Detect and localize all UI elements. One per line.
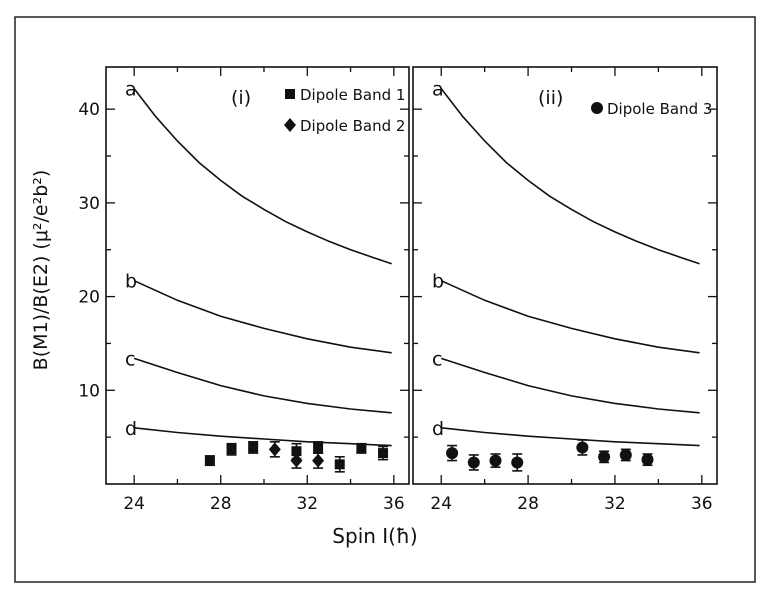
data-point: [576, 441, 589, 454]
data-point: [467, 456, 480, 469]
legend-marker: [284, 118, 296, 132]
panel-i: 24 28 32 36 10 20 30 40 (i) a b c d Dipole Band 1 Dipo…: [78, 66, 410, 514]
curve-c: [133, 357, 392, 414]
curve-d: [134, 427, 392, 447]
curve-label-d: d: [432, 418, 444, 440]
legend-marker: [591, 102, 603, 114]
curve-a: [133, 88, 392, 265]
legend-label: Dipole Band 1: [300, 86, 405, 104]
panel-label: (ii): [538, 87, 563, 109]
data-point: [313, 442, 324, 453]
data-point: [641, 453, 654, 466]
panel-label: (i): [231, 87, 251, 109]
curve-label-b: b: [125, 271, 137, 293]
panel-ii: 24 28 32 36 (ii) a b c d Dipole Band 3: [412, 66, 718, 514]
data-point: [204, 455, 215, 466]
curve-b: [440, 279, 700, 354]
curve-label-c: c: [125, 348, 135, 370]
curve-a: [440, 88, 700, 265]
x-tick-label: 36: [691, 494, 713, 514]
data-point: [312, 453, 325, 468]
curve-label-c: c: [432, 348, 442, 370]
data-point: [378, 448, 389, 459]
curve-c: [440, 357, 700, 414]
y-tick-label: 30: [78, 194, 100, 214]
legend-label: Dipole Band 3: [607, 100, 712, 118]
y-axis-label: B(M1)/B(E2) (μ²/e²b²): [30, 170, 52, 371]
data-point: [226, 444, 237, 455]
y-tick-label: 40: [78, 100, 100, 120]
x-axis-label: Spin I(ħ): [332, 524, 417, 548]
x-tick-label: 24: [123, 494, 145, 514]
data-point: [268, 442, 281, 457]
data-point: [598, 450, 611, 463]
curve-label-a: a: [432, 79, 444, 101]
data-point: [248, 442, 259, 453]
y-tick-label: 10: [78, 381, 100, 401]
plot-frame: [105, 66, 410, 485]
figure-border: [14, 16, 756, 583]
data-point: [334, 459, 345, 470]
curve-label-d: d: [125, 418, 137, 440]
data-point: [511, 456, 524, 469]
data-point: [446, 447, 459, 460]
y-tick-label: 20: [78, 288, 100, 308]
legend-marker: [285, 89, 295, 99]
plot-frame: [412, 66, 718, 485]
curve-label-a: a: [125, 79, 137, 101]
data-point: [489, 454, 502, 467]
data-point: [619, 448, 632, 461]
curve-d: [441, 427, 700, 447]
x-tick-label: 24: [430, 494, 452, 514]
x-tick-label: 36: [383, 494, 405, 514]
x-tick-label: 32: [296, 494, 318, 514]
x-tick-label: 32: [604, 494, 626, 514]
curve-label-b: b: [432, 271, 444, 293]
curve-b: [133, 279, 392, 354]
data-point: [290, 453, 303, 468]
x-tick-label: 28: [517, 494, 539, 514]
data-point: [356, 443, 367, 454]
data-point: [291, 446, 302, 457]
legend-label: Dipole Band 2: [300, 117, 405, 135]
x-tick-label: 28: [210, 494, 232, 514]
